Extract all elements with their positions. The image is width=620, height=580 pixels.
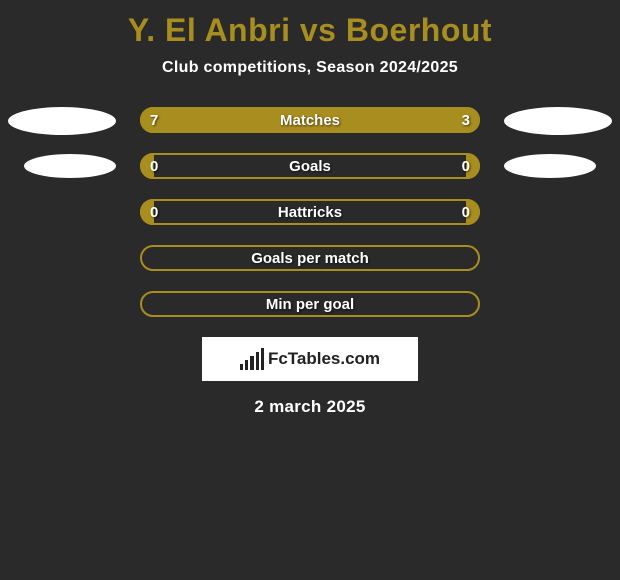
bar-segment-right xyxy=(466,153,480,179)
bar-track xyxy=(140,245,480,271)
badge-text: FcTables.com xyxy=(268,349,380,369)
stat-row: Matches73 xyxy=(0,107,620,133)
bar-segment-left xyxy=(140,199,154,225)
title-vs: vs xyxy=(300,12,337,48)
player-marker-left xyxy=(24,154,116,178)
player-marker-left xyxy=(8,107,116,135)
comparison-title: Y. El Anbri vs Boerhout xyxy=(0,0,620,49)
stat-row: Hattricks00 xyxy=(0,199,620,225)
subtitle: Club competitions, Season 2024/2025 xyxy=(0,59,620,77)
title-player1: Y. El Anbri xyxy=(128,12,291,48)
bar-segment-right xyxy=(466,199,480,225)
bar-segment-left xyxy=(140,107,371,133)
bar-track xyxy=(140,107,480,133)
bar-segment-right xyxy=(371,107,480,133)
stat-row: Goals per match xyxy=(0,245,620,271)
stat-row: Min per goal xyxy=(0,291,620,317)
bar-track xyxy=(140,291,480,317)
player-marker-right xyxy=(504,107,612,135)
bar-chart-icon xyxy=(240,348,264,370)
title-player2: Boerhout xyxy=(346,12,492,48)
player-marker-right xyxy=(504,154,596,178)
source-badge: FcTables.com xyxy=(202,337,418,381)
footer-date: 2 march 2025 xyxy=(0,397,620,417)
comparison-chart: Matches73 Goals00 Hattricks00 Goals per mat… xyxy=(0,107,620,317)
bar-track xyxy=(140,199,480,225)
bar-segment-left xyxy=(140,153,154,179)
stat-row: Goals00 xyxy=(0,153,620,179)
bar-track xyxy=(140,153,480,179)
